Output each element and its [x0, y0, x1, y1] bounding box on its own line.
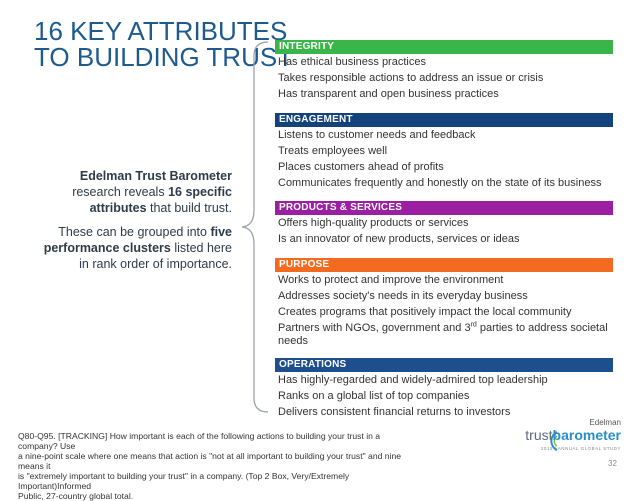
section-header-purpose: PURPOSE — [275, 258, 613, 272]
intro-text: Edelman Trust Barometer research reveals… — [32, 168, 232, 280]
edelman-logo: Edelman trustbarometer 2015 | ANNUAL GLO… — [525, 418, 625, 462]
section-products-services: PRODUCTS & SERVICES Offers high-quality … — [275, 201, 613, 247]
intro-text-1b: research reveals — [72, 185, 169, 199]
footnote: Q80-Q95. [TRACKING] How important is eac… — [18, 431, 418, 501]
section-purpose: PURPOSE Works to protect and improve the… — [275, 258, 613, 348]
title-line-2: TO BUILDING TRUST — [34, 42, 294, 72]
intro-text-2a: These can be grouped into — [58, 225, 211, 239]
intro-paragraph-2: These can be grouped into five performan… — [32, 224, 232, 272]
intro-emphasis-1: 16 specific attributes — [89, 185, 232, 215]
curly-brace — [241, 41, 269, 413]
list-item-text: Partners with NGOs, government and 3 — [278, 322, 471, 334]
intro-text-2c: listed here in rank order of importance. — [79, 241, 232, 271]
page-number: 32 — [608, 459, 617, 468]
section-header-products-services: PRODUCTS & SERVICES — [275, 201, 613, 215]
list-item: Ranks on a global list of top companies — [278, 390, 470, 402]
section-header-engagement: ENGAGEMENT — [275, 113, 613, 127]
section-operations: OPERATIONS Has highly-regarded and widel… — [275, 358, 613, 420]
logo-brand: Edelman — [589, 418, 621, 427]
list-item: Partners with NGOs, government and 3rd p… — [275, 320, 613, 348]
intro-brand: Edelman Trust Barometer — [79, 169, 232, 183]
intro-text-1d: that build trust. — [146, 201, 232, 215]
list-item: Has ethical business practices — [278, 56, 426, 68]
list-item: Is an innovator of new products, service… — [278, 233, 520, 245]
list-item: Places customers ahead of profits — [278, 161, 444, 173]
superscript: rd — [470, 321, 477, 329]
intro-paragraph-1: Edelman Trust Barometer research reveals… — [32, 168, 232, 216]
section-integrity: INTEGRITY Has ethical business practices… — [275, 40, 613, 102]
list-item: Listens to customer needs and feedback — [278, 129, 476, 141]
list-item: Offers high-quality products or services — [278, 217, 469, 229]
list-item: Has transparent and open business practi… — [278, 88, 499, 100]
list-item: Has highly-regarded and widely-admired t… — [278, 374, 548, 386]
logo-word-b: barometer — [552, 427, 621, 443]
page-title: 16 KEY ATTRIBUTES TO BUILDING TRUST — [34, 18, 294, 70]
list-item: Addresses society's needs in its everyda… — [278, 290, 528, 302]
logo-word-a: trust — [525, 427, 553, 443]
list-item-text: parties to address societal needs — [278, 322, 608, 347]
logo-wordmark: trustbarometer — [525, 427, 621, 443]
logo-tagline: 2015 | ANNUAL GLOBAL STUDY — [540, 446, 621, 451]
footnote-line: Q80-Q95. [TRACKING] How important is eac… — [18, 431, 381, 451]
list-item: Communicates frequently and honestly on … — [278, 177, 602, 189]
intro-emphasis-2: five performance clusters — [43, 225, 232, 255]
logo-arc-icon — [550, 431, 558, 451]
footnote-line: is "extremely important to building your… — [18, 471, 350, 491]
section-header-operations: OPERATIONS — [275, 358, 613, 372]
list-item: Delivers consistent financial returns to… — [278, 406, 511, 418]
list-item: Takes responsible actions to address an … — [278, 72, 544, 84]
section-header-integrity: INTEGRITY — [275, 40, 613, 54]
section-engagement: ENGAGEMENT Listens to customer needs and… — [275, 113, 613, 191]
list-item: Works to protect and improve the environ… — [278, 274, 504, 286]
footnote-line: a nine-point scale where one means that … — [18, 451, 402, 471]
list-item: Creates programs that positively impact … — [278, 306, 572, 318]
title-line-1: 16 KEY ATTRIBUTES — [34, 16, 288, 46]
footnote-line: Public, 27-country global total. — [18, 491, 134, 501]
list-item: Treats employees well — [278, 145, 388, 157]
